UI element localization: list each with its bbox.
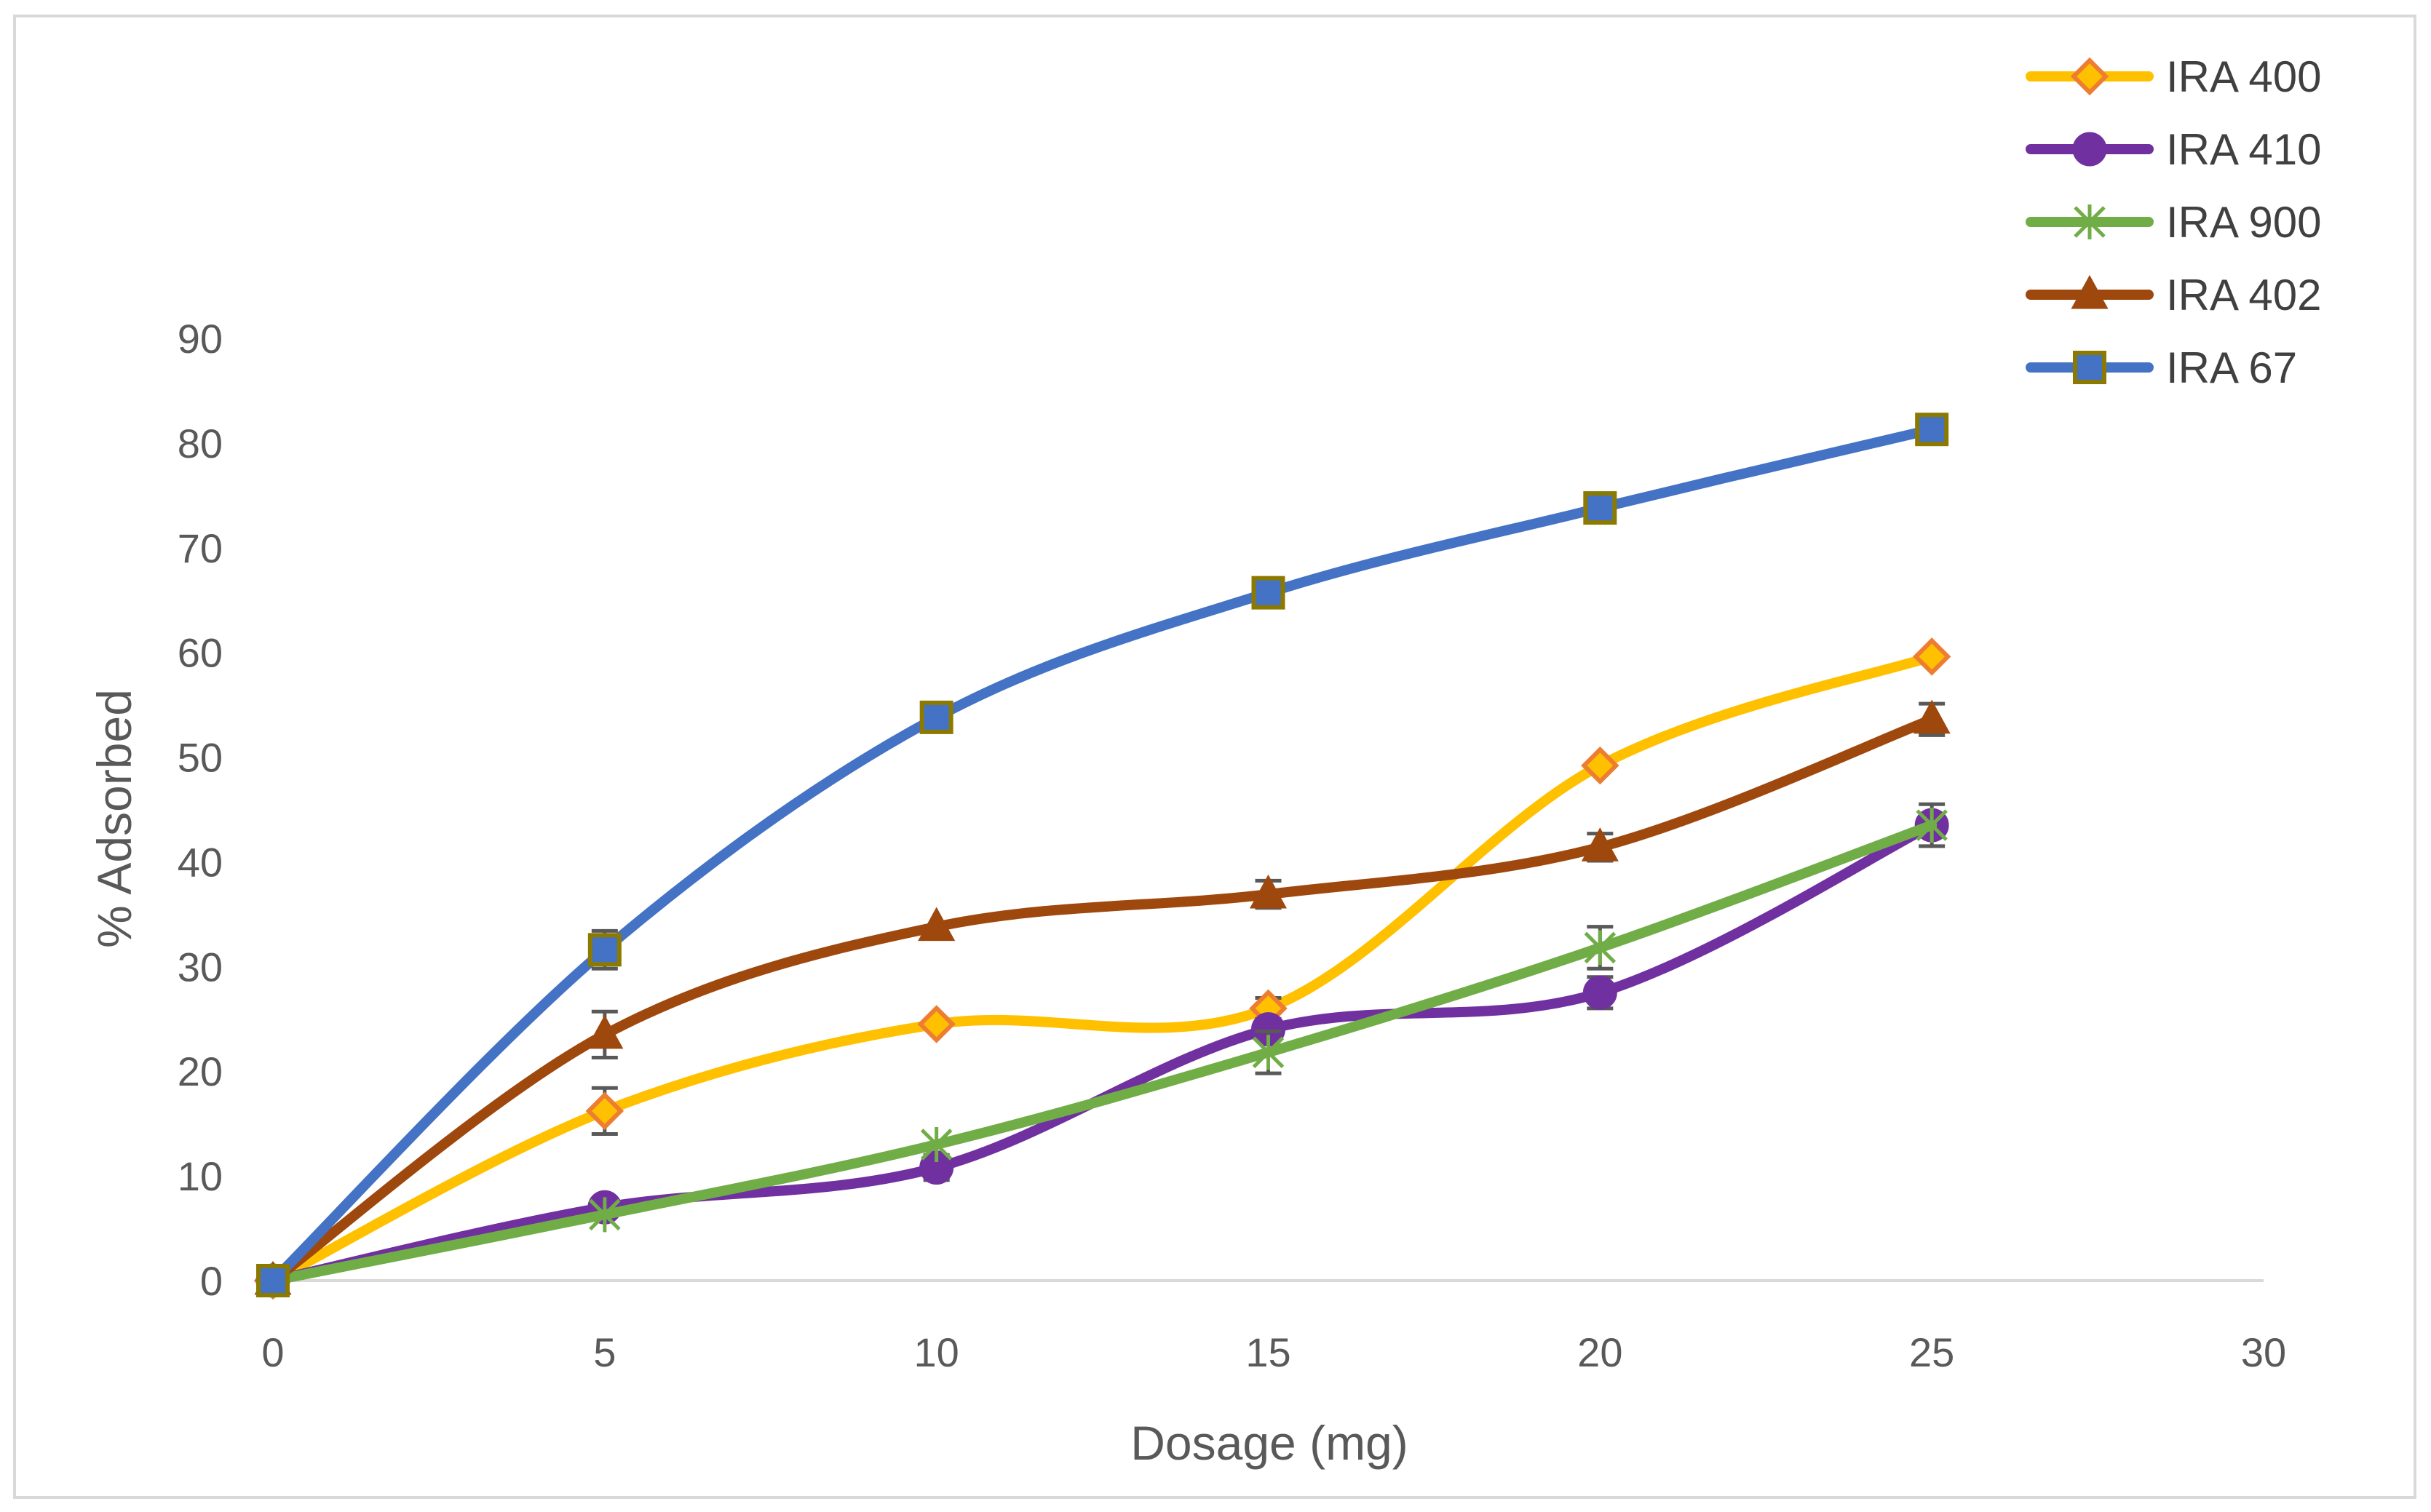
x-tick-label: 0 (261, 1329, 284, 1375)
x-tick-label: 5 (593, 1329, 616, 1375)
data-point-ira-67 (919, 700, 953, 734)
y-tick-label: 10 (178, 1153, 223, 1199)
x-tick-label: 25 (1909, 1329, 1954, 1375)
series-line-ira-67 (268, 424, 1938, 1286)
data-point-ira-410 (1582, 975, 1617, 1010)
legend-item-ira-402: IRA 402 (2026, 271, 2322, 319)
data-point-ira-402 (586, 1014, 624, 1049)
data-point-ira-402 (1913, 699, 1951, 734)
data-point-ira-900 (1252, 1035, 1285, 1070)
series-line-ira-900 (268, 820, 1938, 1286)
legend-marker-ira-67 (2073, 351, 2106, 384)
data-point-ira-400 (1912, 637, 1951, 676)
series-layer (253, 413, 1951, 1300)
legend-marker-ira-402 (2071, 274, 2109, 309)
y-tick-label: 20 (178, 1049, 223, 1094)
y-tick-label: 40 (178, 839, 223, 885)
legend-item-ira-400: IRA 400 (2026, 52, 2322, 101)
data-point-ira-402 (918, 907, 956, 942)
x-tick-label: 20 (1577, 1329, 1622, 1375)
legend-label: IRA 900 (2166, 198, 2322, 247)
x-tick-label: 10 (914, 1329, 959, 1375)
y-tick-label: 70 (178, 525, 223, 571)
legend-item-ira-410: IRA 410 (2026, 125, 2322, 174)
data-point-ira-402 (1581, 827, 1619, 862)
data-point-ira-67 (256, 1264, 290, 1297)
legend-marker-ira-400 (2070, 57, 2109, 96)
legend: IRA 400 IRA 410 IRA 900 IRA 402 IRA 67 (2026, 52, 2322, 392)
y-tick-label: 80 (178, 421, 223, 466)
y-tick-label: 0 (200, 1258, 223, 1304)
series-ira-402 (254, 699, 1951, 1295)
data-point-ira-67 (1915, 413, 1949, 447)
series-ira-67 (256, 413, 1949, 1297)
series-line-ira-402 (268, 714, 1938, 1286)
legend-item-ira-67: IRA 67 (2026, 343, 2297, 392)
data-point-ira-400 (585, 1091, 624, 1131)
legend-marker-ira-410 (2072, 132, 2107, 167)
x-tick-label: 30 (2241, 1329, 2286, 1375)
y-axis-title: % Adsorbed (87, 689, 141, 948)
y-tick-label: 60 (178, 630, 223, 676)
data-point-ira-400 (917, 1005, 956, 1043)
data-point-ira-67 (1583, 491, 1617, 525)
series-line-ira-400 (268, 651, 1938, 1286)
data-point-ira-900 (1916, 808, 1948, 843)
y-tick-label: 90 (178, 316, 223, 362)
data-point-ira-67 (1251, 576, 1285, 610)
chart-border (13, 15, 2416, 1499)
legend-marker-ira-900 (2074, 204, 2106, 239)
legend-label: IRA 410 (2166, 125, 2322, 174)
legend-label: IRA 402 (2166, 271, 2322, 319)
x-axis-title: Dosage (mg) (1130, 1416, 1408, 1470)
data-point-ira-900 (1584, 930, 1617, 966)
y-tick-label: 30 (178, 944, 223, 990)
data-point-ira-900 (920, 1126, 953, 1162)
legend-label: IRA 67 (2166, 343, 2297, 392)
data-point-ira-67 (587, 933, 622, 967)
y-tick-label: 50 (178, 735, 223, 781)
series-ira-900 (257, 808, 1948, 1298)
legend-label: IRA 400 (2166, 52, 2322, 101)
legend-item-ira-900: IRA 900 (2026, 198, 2322, 247)
x-tick-label: 15 (1245, 1329, 1290, 1375)
data-point-ira-900 (589, 1197, 621, 1233)
axes: 0 5 10 15 20 25 30 0 10 20 30 40 50 60 70 80 90 (178, 316, 2286, 1375)
data-point-ira-402 (1249, 874, 1288, 909)
data-point-ira-400 (1581, 746, 1619, 785)
